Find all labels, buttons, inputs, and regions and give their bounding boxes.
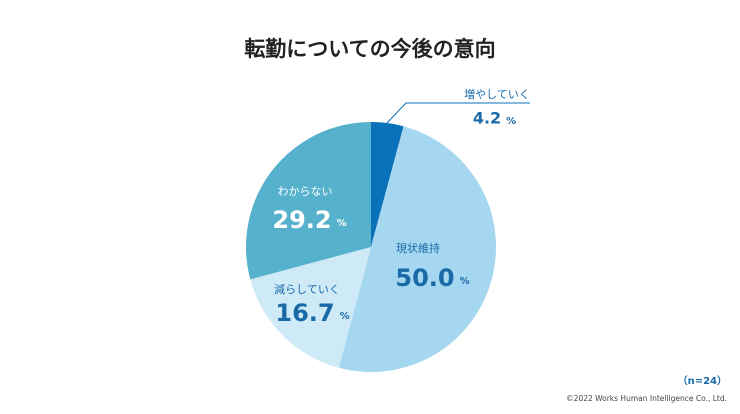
- slice-name: 増やしていく: [464, 88, 530, 101]
- value-label: 4.2: [473, 109, 501, 128]
- value-unit: %: [506, 116, 516, 127]
- value-unit: %: [337, 218, 347, 229]
- pie-slice: [338, 126, 497, 373]
- slice-name: 現状維持: [396, 241, 440, 255]
- value-unit: %: [460, 276, 470, 287]
- slice-name: わからない: [278, 185, 333, 198]
- chart-title: 転勤についての今後の意向: [244, 37, 495, 61]
- pie-slice: [245, 122, 371, 280]
- pie-slice: [371, 122, 404, 247]
- value-label: 16.7: [275, 299, 334, 327]
- leader-line: [385, 102, 530, 125]
- value-label: 50.0: [395, 264, 454, 292]
- copyright: ©2022 Works Human Intelligence Co., Ltd.: [566, 394, 727, 403]
- value-label: 29.2: [272, 206, 331, 234]
- pie-slice: [250, 247, 371, 368]
- value-unit: %: [340, 311, 350, 322]
- slice-name: 減らしていく: [274, 282, 340, 296]
- sample-size: （n=24）: [678, 374, 727, 387]
